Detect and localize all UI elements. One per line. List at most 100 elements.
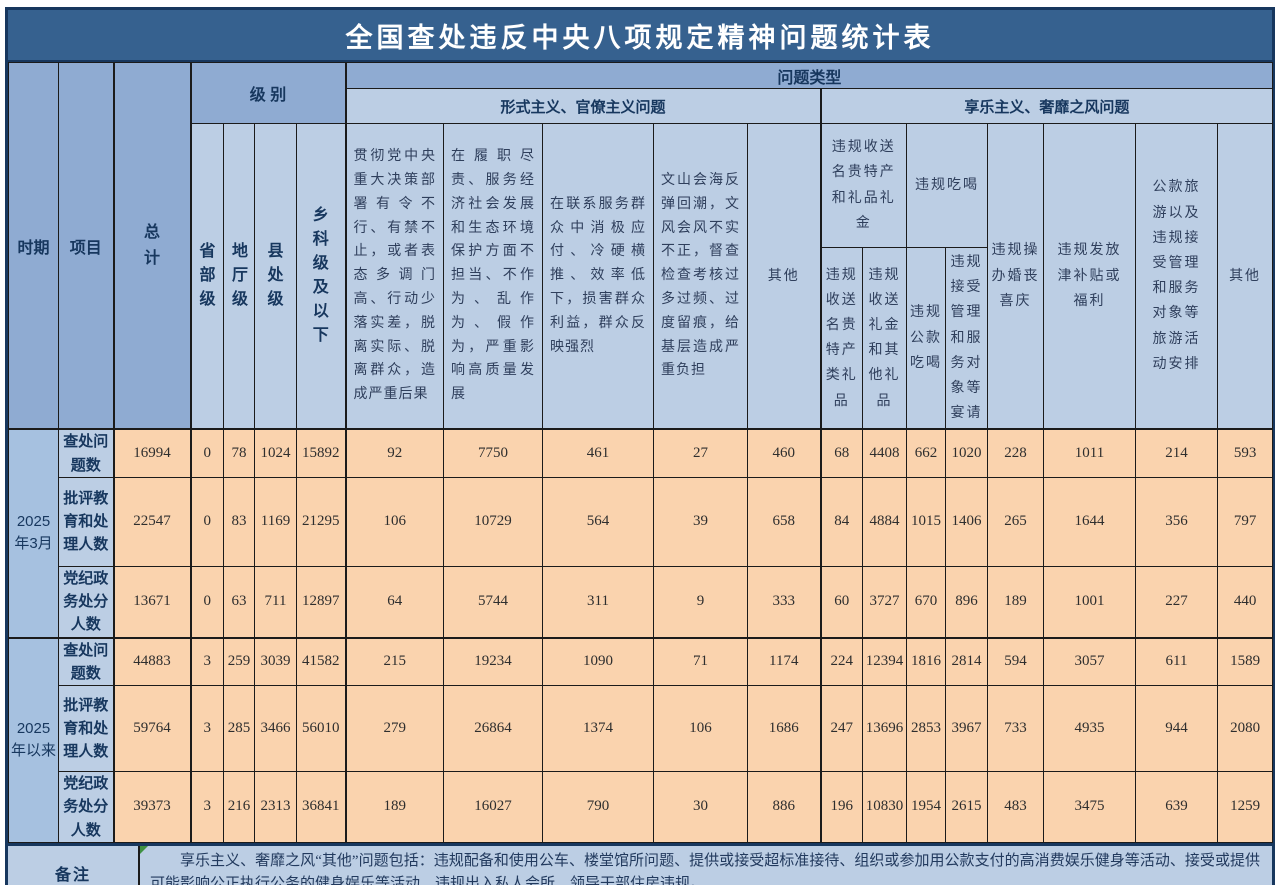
col-group-hedonism: 享乐主义、奢靡之风问题 [819,88,1274,124]
data-cell: 13696 [862,685,908,773]
data-cell: 1589 [1217,636,1274,687]
data-cell: 460 [747,428,822,478]
data-cell: 886 [747,771,822,843]
data-cell: 26864 [443,685,544,773]
data-cell: 3039 [254,636,297,687]
data-cell: 189 [344,771,445,843]
data-cell: 797 [1217,476,1274,567]
data-cell: 3475 [1043,771,1137,843]
data-cell: 1259 [1217,771,1274,843]
data-cell: 265 [987,476,1045,567]
data-cell: 639 [1135,771,1219,843]
data-cell: 22547 [112,476,191,567]
data-cell: 3466 [254,685,297,773]
data-cell: 790 [542,771,655,843]
data-cell: 1174 [747,636,822,687]
data-cell: 56010 [295,685,347,773]
formalism-other-header: 其他 [747,123,822,430]
row-label: 党纪政务处分人数 [58,771,114,843]
gift-sub-header: 违规收送名贵特产类礼品 [819,247,864,430]
formalism-desc-header: 在联系服务群众中消极应付、冷硬横推、效率低下，损害群众利益，群众反映强烈 [542,123,655,430]
data-cell: 1406 [945,476,989,567]
data-cell: 78 [223,428,255,478]
data-cell: 224 [819,636,864,687]
data-cell: 247 [819,685,864,773]
data-cell: 19234 [443,636,544,687]
data-cell: 10830 [862,771,908,843]
data-cell: 333 [747,565,822,639]
data-cell: 4884 [862,476,908,567]
cell-marker-icon [140,845,148,854]
data-cell: 41582 [295,636,347,687]
data-cell: 440 [1217,565,1274,639]
data-cell: 285 [223,685,255,773]
col-header-total: 总 计 [112,62,191,430]
data-cell: 733 [987,685,1045,773]
dining-sub-header: 违规公款吃喝 [906,247,947,430]
table-title: 全国查处违反中央八项规定精神问题统计表 [8,10,1272,62]
data-cell: 60 [819,565,864,639]
data-cell: 662 [906,428,947,478]
data-cell: 63 [223,565,255,639]
statistics-table: 时期 项目 总 计 级 别 问题类型 形式主义、官僚主义问题 享乐主义、奢靡之风… [8,62,1274,843]
data-cell: 84 [819,476,864,567]
data-cell: 106 [653,685,749,773]
data-cell: 44883 [112,636,191,687]
data-cell: 3727 [862,565,908,639]
wedding-funeral-header: 违规操办婚丧喜庆 [987,123,1045,430]
data-cell: 3967 [945,685,989,773]
period-cell: 2025年以来 [8,636,59,843]
data-cell: 356 [1135,476,1219,567]
data-cell: 658 [747,476,822,567]
data-cell: 27 [653,428,749,478]
data-cell: 3057 [1043,636,1137,687]
level-header: 省部级 [189,123,224,430]
data-cell: 1169 [254,476,297,567]
data-cell: 2313 [254,771,297,843]
data-cell: 1816 [906,636,947,687]
row-label: 查处问题数 [58,428,114,478]
data-cell: 311 [542,565,655,639]
data-cell: 279 [344,685,445,773]
data-cell: 83 [223,476,255,567]
row-label: 党纪政务处分人数 [58,565,114,639]
data-cell: 68 [819,428,864,478]
dining-sub-header: 违规接受管理和服务对象等宴请 [945,247,989,430]
data-cell: 2814 [945,636,989,687]
data-cell: 1644 [1043,476,1137,567]
data-cell: 1015 [906,476,947,567]
data-cell: 2853 [906,685,947,773]
data-cell: 3 [189,685,224,773]
data-cell: 12897 [295,565,347,639]
data-cell: 593 [1217,428,1274,478]
data-cell: 16994 [112,428,191,478]
data-cell: 59764 [112,685,191,773]
data-cell: 3 [189,771,224,843]
data-cell: 1090 [542,636,655,687]
hedonism-other-header: 其他 [1217,123,1274,430]
note-row: 备注 享乐主义、奢靡之风“其他”问题包括：违规配备和使用公车、楼堂馆所问题、提供… [8,842,1272,885]
data-cell: 1001 [1043,565,1137,639]
data-cell: 259 [223,636,255,687]
col-header-item: 项目 [58,62,114,430]
col-group-level: 级 别 [189,62,347,124]
formalism-desc-header: 贯彻党中央重大决策部署有令不行、有禁不止，或者表态多调门高、行动少落实差，脱离实… [344,123,445,430]
row-label: 批评教育和处理人数 [58,685,114,773]
formalism-desc-header: 文山会海反弹回潮，文风会风不实不正，督查检查考核过多过频、过度留痕，给基层造成严… [653,123,749,430]
data-cell: 1686 [747,685,822,773]
data-cell: 711 [254,565,297,639]
data-cell: 216 [223,771,255,843]
row-label: 查处问题数 [58,636,114,687]
period-cell: 2025年3月 [8,428,59,639]
data-cell: 227 [1135,565,1219,639]
note-label: 备注 [8,845,140,885]
col-header-period: 时期 [8,62,59,430]
data-cell: 21295 [295,476,347,567]
allowance-header: 违规发放津补贴或福利 [1043,123,1137,430]
level-header: 县处级 [254,123,297,430]
data-cell: 5744 [443,565,544,639]
data-cell: 0 [189,476,224,567]
data-cell: 64 [344,565,445,639]
data-cell: 215 [344,636,445,687]
formalism-desc-header: 在履职尽责、服务经济社会发展和生态环境保护方面不担当、不作为、乱作为、假作为，严… [443,123,544,430]
